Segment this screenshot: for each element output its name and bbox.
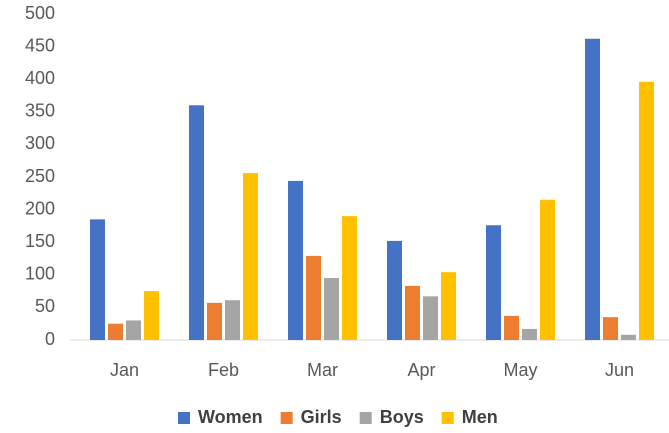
bar <box>423 296 438 340</box>
bar <box>225 300 240 340</box>
bar <box>342 216 357 340</box>
bar <box>522 328 537 340</box>
y-tick-label: 500 <box>25 3 55 23</box>
legend-label: Men <box>462 407 498 427</box>
bar <box>288 180 303 340</box>
bar <box>243 173 258 340</box>
bar <box>603 317 618 340</box>
bar <box>144 291 159 340</box>
legend-label: Girls <box>301 407 342 427</box>
y-tick-label: 50 <box>35 296 55 316</box>
bar <box>486 225 501 340</box>
bar <box>504 315 519 340</box>
legend-swatch <box>359 412 372 424</box>
legend-label: Women <box>198 407 263 427</box>
bar <box>189 105 204 340</box>
y-tick-label: 100 <box>25 264 55 284</box>
x-tick-label: Feb <box>208 360 239 380</box>
bar <box>621 334 636 340</box>
bar <box>126 320 141 340</box>
legend-swatch <box>280 412 293 424</box>
bar <box>324 278 339 340</box>
legend-swatch <box>441 412 454 424</box>
y-tick-label: 350 <box>25 101 55 121</box>
bar <box>585 38 600 340</box>
bar <box>207 302 222 340</box>
y-tick-label: 450 <box>25 35 55 55</box>
legend-swatch <box>178 412 190 424</box>
y-tick-label: 0 <box>45 329 55 349</box>
y-tick-label: 150 <box>25 231 55 251</box>
y-tick-label: 400 <box>25 68 55 88</box>
x-tick-label: Apr <box>407 360 435 380</box>
x-tick-label: Jan <box>110 360 139 380</box>
x-tick-label: Jun <box>605 360 634 380</box>
bar <box>306 255 321 340</box>
bar <box>639 81 654 341</box>
y-tick-label: 250 <box>25 166 55 186</box>
y-tick-label: 200 <box>25 198 55 218</box>
x-tick-label: May <box>503 360 537 380</box>
legend-label: Boys <box>380 407 424 427</box>
bar <box>387 240 402 340</box>
bar <box>108 323 123 340</box>
y-tick-label: 300 <box>25 133 55 153</box>
bar <box>405 285 420 340</box>
bar <box>540 199 555 340</box>
bar <box>441 272 456 340</box>
bar <box>90 219 105 340</box>
x-tick-label: Mar <box>307 360 338 380</box>
